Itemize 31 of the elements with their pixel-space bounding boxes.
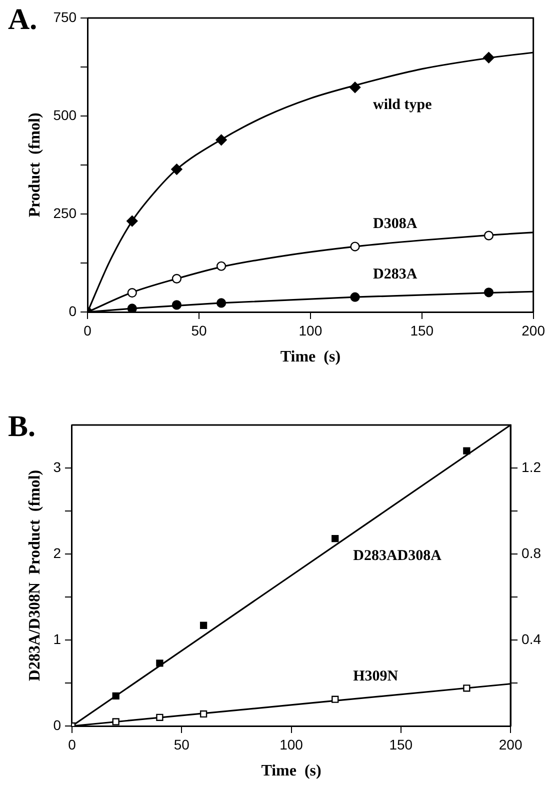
series-label: D283A [373,266,418,282]
y-axis-title: D283A/D308N Product (fmol) [26,470,44,682]
y-tick-label: 1 [53,630,62,647]
x-tick-label: 200 [522,322,546,338]
y2-tick-label: 1.2 [522,458,542,475]
x-tick-label: 100 [280,736,304,752]
y2-tick-label: 0.4 [522,630,542,647]
y-tick-label: 0 [53,716,62,733]
y2-tick-label: 0.8 [522,544,542,561]
series-label: D308A [373,216,418,232]
y-tick-label: 750 [53,8,77,25]
y-axis-title: Product (fmol) [26,112,44,218]
y-tick-label: 250 [53,204,77,221]
x-tick-label: 200 [498,736,522,752]
x-axis-title: Time (s) [280,348,341,366]
series-label: H309N [353,668,398,685]
series-label: wild type [373,96,432,113]
x-tick-label: 150 [410,322,434,338]
x-axis-title: Time (s) [261,762,322,780]
chart-title: B. [8,410,36,443]
x-tick-label: 50 [191,322,207,338]
x-tick-label: 0 [84,322,92,338]
x-tick-label: 150 [389,736,413,752]
y-tick-label: 2 [53,544,62,561]
y-tick-label: 500 [53,106,77,123]
y-tick-label: 0 [68,302,77,319]
series-label: D283AD308A [353,548,442,564]
chart-title: A. [8,2,38,36]
y-tick-label: 3 [53,458,62,475]
x-tick-label: 50 [174,736,190,752]
x-tick-label: 100 [298,322,322,338]
